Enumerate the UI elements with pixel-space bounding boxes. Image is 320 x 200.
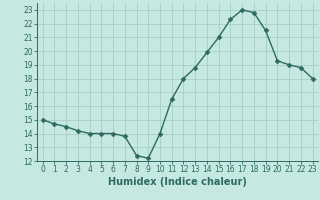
X-axis label: Humidex (Indice chaleur): Humidex (Indice chaleur) <box>108 177 247 187</box>
